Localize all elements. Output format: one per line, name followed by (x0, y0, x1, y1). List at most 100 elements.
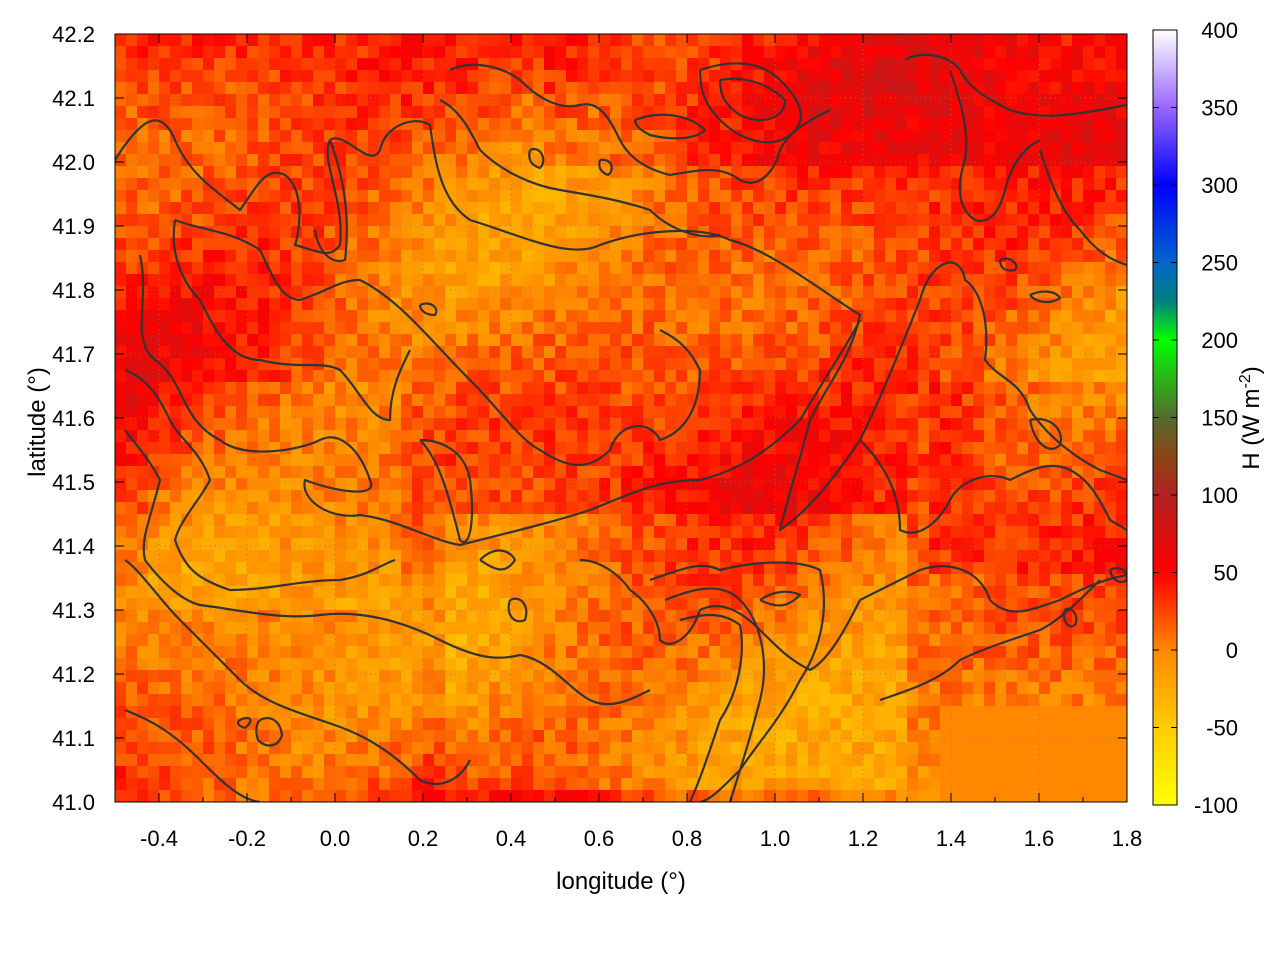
heatmap-cell (808, 514, 820, 527)
heatmap-cell (445, 610, 457, 623)
heatmap-cell (1072, 118, 1084, 131)
heatmap-cell (852, 178, 864, 191)
heatmap-cell (907, 298, 919, 311)
heatmap-cell (775, 118, 787, 131)
heatmap-cell (896, 34, 908, 47)
heatmap-cell (995, 478, 1007, 491)
heatmap-field (115, 34, 1127, 802)
heatmap-cell (412, 226, 424, 239)
heatmap-cell (291, 130, 303, 143)
heatmap-cell (379, 334, 391, 347)
heatmap-cell (1094, 646, 1106, 659)
heatmap-cell (214, 370, 226, 383)
heatmap-cell (368, 250, 380, 263)
heatmap-cell (423, 262, 435, 275)
heatmap-cell (313, 334, 325, 347)
heatmap-cell (478, 358, 490, 371)
heatmap-cell (863, 646, 875, 659)
heatmap-cell (412, 490, 424, 503)
heatmap-cell (599, 430, 611, 443)
heatmap-cell (478, 478, 490, 491)
heatmap-cell (753, 190, 765, 203)
heatmap-cell (962, 346, 974, 359)
heatmap-cell (511, 646, 523, 659)
heatmap-cell (665, 214, 677, 227)
heatmap-cell (412, 238, 424, 251)
heatmap-cell (863, 250, 875, 263)
heatmap-cell (181, 82, 193, 95)
heatmap-cell (555, 82, 567, 95)
heatmap-cell (522, 526, 534, 539)
heatmap-cell (632, 82, 644, 95)
heatmap-cell (126, 94, 138, 107)
heatmap-cell (1028, 154, 1040, 167)
heatmap-cell (291, 178, 303, 191)
heatmap-cell (159, 550, 171, 563)
heatmap-cell (753, 382, 765, 395)
heatmap-cell (731, 142, 743, 155)
heatmap-cell (170, 646, 182, 659)
heatmap-cell (1039, 538, 1051, 551)
heatmap-cell (115, 262, 127, 275)
heatmap-cell (918, 610, 930, 623)
heatmap-cell (247, 598, 259, 611)
heatmap-cell (445, 466, 457, 479)
heatmap-cell (335, 106, 347, 119)
heatmap-cell (412, 358, 424, 371)
heatmap-cell (247, 382, 259, 395)
heatmap-cell (137, 418, 149, 431)
heatmap-cell (841, 502, 853, 515)
heatmap-cell (940, 286, 952, 299)
heatmap-cell (192, 442, 204, 455)
heatmap-cell (841, 190, 853, 203)
heatmap-cell (412, 34, 424, 47)
heatmap-cell (390, 550, 402, 563)
heatmap-cell (489, 154, 501, 167)
heatmap-cell (621, 394, 633, 407)
heatmap-cell (214, 202, 226, 215)
heatmap-cell (401, 178, 413, 191)
heatmap-cell (1050, 106, 1062, 119)
heatmap-cell (588, 454, 600, 467)
heatmap-cell (412, 130, 424, 143)
heatmap-cell (731, 166, 743, 179)
heatmap-cell (159, 250, 171, 263)
heatmap-cell (445, 70, 457, 83)
heatmap-cell (1050, 202, 1062, 215)
heatmap-cell (236, 514, 248, 527)
heatmap-cell (544, 514, 556, 527)
heatmap-cell (1116, 394, 1127, 407)
heatmap-cell (808, 334, 820, 347)
heatmap-cell (181, 370, 193, 383)
heatmap-cell (929, 478, 941, 491)
heatmap-cell (599, 646, 611, 659)
heatmap-cell (181, 586, 193, 599)
heatmap-cell (775, 622, 787, 635)
heatmap-cell (1083, 598, 1095, 611)
heatmap-cell (984, 154, 996, 167)
heatmap-cell (698, 178, 710, 191)
heatmap-cell (181, 526, 193, 539)
heatmap-cell (313, 622, 325, 635)
heatmap-cell (918, 394, 930, 407)
heatmap-cell (192, 634, 204, 647)
heatmap-cell (423, 226, 435, 239)
heatmap-cell (423, 46, 435, 59)
heatmap-cell (654, 310, 666, 323)
heatmap-cell (951, 322, 963, 335)
heatmap-cell (764, 322, 776, 335)
heatmap-cell (379, 82, 391, 95)
heatmap-cell (764, 118, 776, 131)
heatmap-cell (720, 346, 732, 359)
heatmap-cell (610, 586, 622, 599)
heatmap-cell (577, 622, 589, 635)
heatmap-cell (588, 322, 600, 335)
heatmap-cell (214, 646, 226, 659)
heatmap-cell (412, 250, 424, 263)
heatmap-cell (478, 94, 490, 107)
heatmap-cell (1116, 442, 1127, 455)
heatmap-cell (148, 286, 160, 299)
heatmap-cell (423, 94, 435, 107)
heatmap-cell (577, 670, 589, 683)
heatmap-cell (258, 622, 270, 635)
